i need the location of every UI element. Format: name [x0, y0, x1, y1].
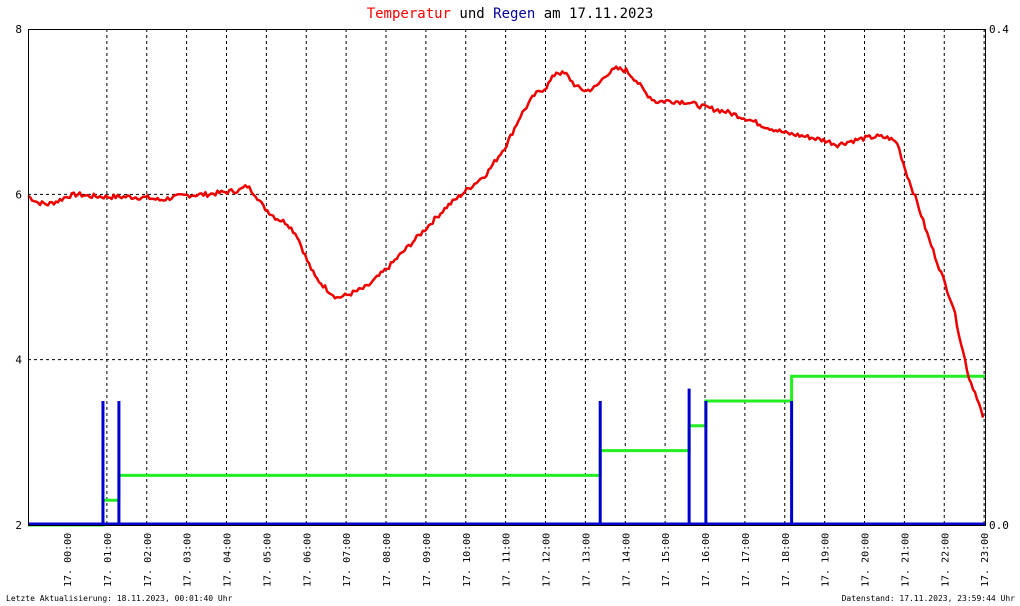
x-tick-label: 17. 15:00	[661, 533, 672, 587]
title-rain: Regen	[493, 6, 535, 22]
x-tick-label: 17. 21:00	[900, 533, 911, 587]
y-right-tick-label: 0.0	[989, 519, 1009, 532]
y-left-tick-label: 8	[15, 23, 22, 36]
chart-title: Temperatur und Regen am 17.11.2023	[367, 6, 654, 22]
x-tick-label: 17. 12:00	[542, 533, 553, 587]
y-left-tick-label: 2	[15, 519, 22, 532]
y-right-tick-label: 0.4	[989, 23, 1009, 36]
y-left-tick-label: 6	[15, 188, 22, 201]
title-and: und	[451, 6, 493, 22]
title-date: am 17.11.2023	[535, 6, 653, 22]
x-tick-label: 17. 16:00	[701, 533, 712, 587]
x-tick-label: 17. 03:00	[183, 533, 194, 587]
axis-labels: 17. 00:00 17. 01:00 17. 02:00 17. 03:00 17. …	[15, 23, 1009, 587]
y-left-tick-label: 4	[15, 354, 22, 367]
grid	[28, 29, 985, 525]
x-tick-label: 17. 13:00	[581, 533, 592, 587]
x-tick-label: 17. 05:00	[262, 533, 273, 587]
x-tick-label: 17. 11:00	[502, 533, 513, 587]
x-tick-label: 17. 00:00	[63, 533, 74, 587]
x-tick-label: 17. 01:00	[103, 533, 114, 587]
x-tick-label: 17. 22:00	[940, 533, 951, 587]
x-tick-label: 17. 10:00	[462, 533, 473, 587]
x-tick-label: 17. 14:00	[621, 533, 632, 587]
x-tick-label: 17. 18:00	[781, 533, 792, 587]
x-tick-label: 17. 06:00	[302, 533, 313, 587]
rain-cumulative-series	[28, 374, 985, 527]
rain-cumulative-line	[28, 374, 985, 527]
temperature-line	[27, 65, 985, 418]
x-tick-label: 17. 09:00	[422, 533, 433, 587]
rain-event-series	[28, 388, 985, 526]
x-tick-label: 17. 20:00	[861, 533, 872, 587]
plot-frame	[28, 29, 986, 526]
x-tick-label: 17. 23:00	[980, 533, 991, 587]
x-tick-label: 17. 04:00	[223, 533, 234, 587]
temperature-series	[27, 65, 985, 418]
footer-data-status: Datenstand: 17.11.2023, 23:59:44 Uhr	[842, 594, 1016, 603]
footer-last-update: Letzte Aktualisierung: 18.11.2023, 00:01…	[6, 594, 233, 603]
x-tick-label: 17. 08:00	[382, 533, 393, 587]
x-tick-label: 17. 19:00	[821, 533, 832, 587]
x-tick-label: 17. 17:00	[741, 533, 752, 587]
x-tick-label: 17. 07:00	[342, 533, 353, 587]
x-tick-label: 17. 02:00	[143, 533, 154, 587]
title-temperature: Temperatur	[367, 6, 451, 22]
